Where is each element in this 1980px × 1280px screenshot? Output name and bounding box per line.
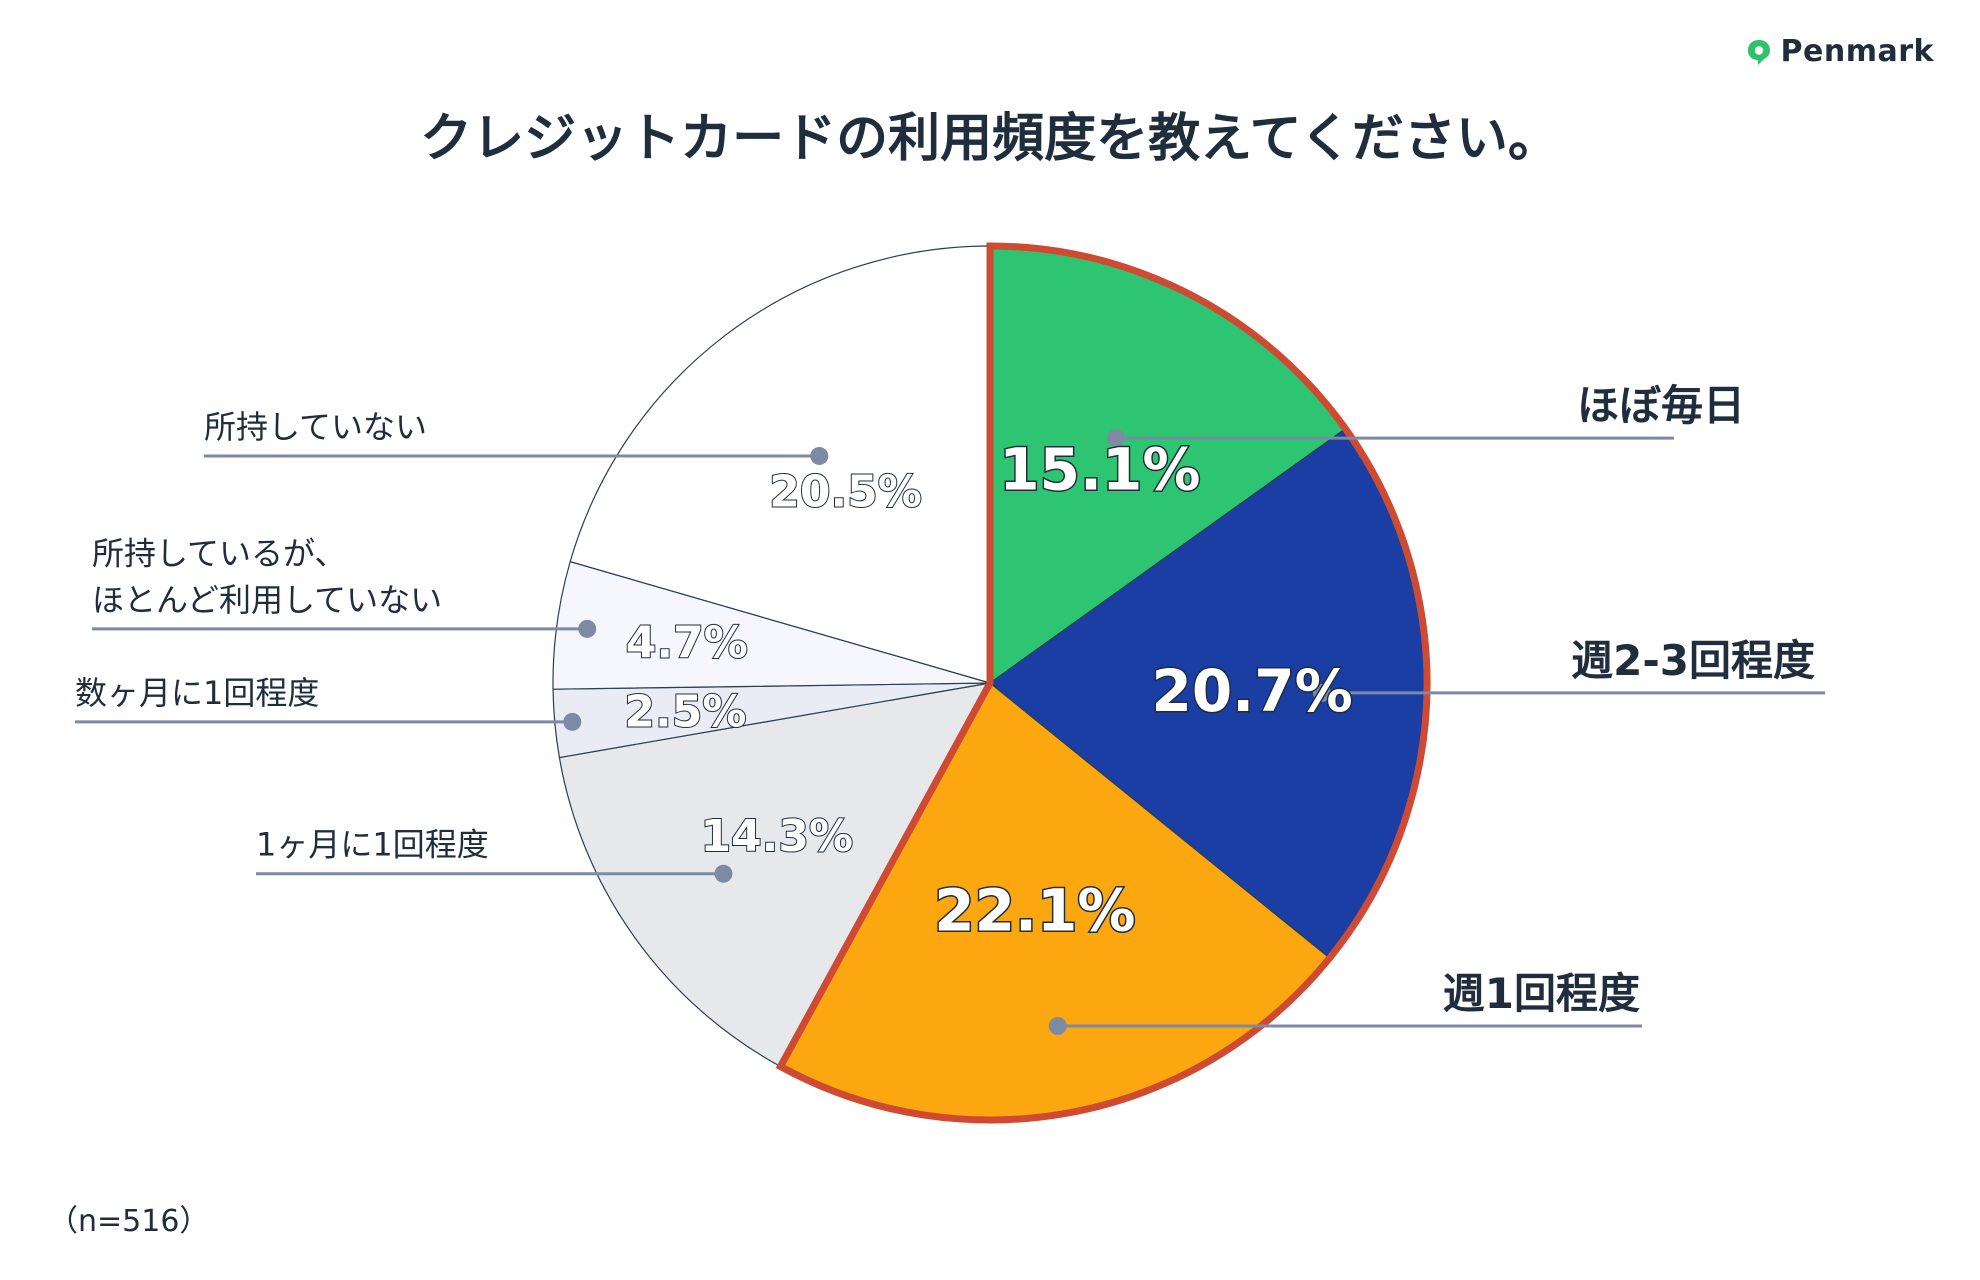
pie-slice-4 bbox=[558, 682, 992, 1068]
leader-dot bbox=[563, 712, 582, 731]
category-label: 週2-3回程度 bbox=[1571, 636, 1815, 685]
speech-bubble-icon bbox=[1747, 39, 1770, 65]
category-label: 週1回程度 bbox=[1443, 969, 1640, 1018]
category-label: 所持していない bbox=[204, 408, 427, 446]
percent-label: 20.7% bbox=[1151, 657, 1352, 725]
leader-dot bbox=[810, 446, 829, 465]
pie-slice-7 bbox=[569, 245, 991, 684]
percent-label: 4.7% bbox=[626, 618, 748, 669]
percent-label: 15.1% bbox=[999, 436, 1200, 504]
sample-size-note: （n=516） bbox=[48, 1204, 210, 1239]
brand-logo: Penmark bbox=[1745, 34, 1934, 69]
category-label: 所持しているが、ほとんど利用していない bbox=[92, 534, 442, 618]
percent-label: 2.5% bbox=[624, 687, 746, 738]
leader-dot bbox=[714, 864, 733, 883]
category-label: 数ヶ月に1回程度 bbox=[75, 674, 319, 712]
leader-dot bbox=[1106, 429, 1125, 448]
highlight-outline bbox=[775, 242, 1431, 1124]
category-label: ほぼ毎日 bbox=[1577, 381, 1745, 430]
chart-title: クレジットカードの利用頻度を教えてください。 bbox=[420, 109, 1560, 169]
leader-dot bbox=[1312, 683, 1331, 702]
leader-dot bbox=[1048, 1016, 1067, 1035]
percent-label: 14.3% bbox=[700, 811, 853, 862]
brand-name: Penmark bbox=[1780, 34, 1934, 69]
percent-label: 22.1% bbox=[934, 877, 1135, 945]
category-label: 1ヶ月に1回程度 bbox=[256, 826, 489, 864]
leader-dot bbox=[578, 619, 597, 638]
percent-label: 20.5% bbox=[769, 466, 922, 517]
